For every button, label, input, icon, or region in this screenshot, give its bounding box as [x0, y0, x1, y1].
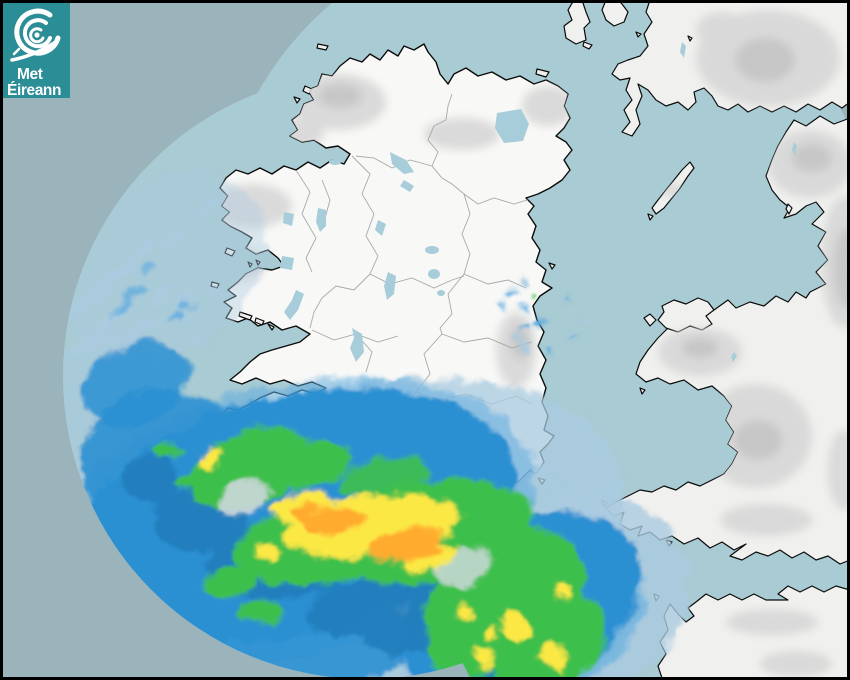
- lough-conn: [316, 208, 326, 232]
- lakes: [280, 42, 797, 362]
- lough-corrib: [284, 290, 304, 320]
- county-boundary-line: [309, 273, 371, 329]
- scottish-loch: [680, 42, 686, 58]
- logo-text-line1: Met: [17, 66, 43, 83]
- midland-lough: [425, 246, 439, 254]
- met-eireann-logo: Met Éireann: [3, 3, 70, 99]
- lough-gill: [329, 159, 341, 165]
- hurricane-spiral-icon: [10, 8, 61, 62]
- lough-derg: [350, 328, 364, 362]
- midland-lough: [428, 269, 440, 279]
- lough-cullin: [283, 212, 294, 226]
- county-boundary-line: [355, 155, 433, 169]
- lough-ree: [384, 272, 396, 300]
- midland-lough: [437, 290, 445, 296]
- radar-echo-layer-intense: [290, 504, 444, 562]
- lough-erne-upper: [400, 180, 414, 192]
- county-boundary-line: [295, 169, 317, 273]
- welsh-lake: [731, 352, 737, 362]
- county-boundary-line: [441, 333, 533, 349]
- lough-allen: [375, 220, 386, 236]
- county-boundary-line: [463, 273, 527, 289]
- county-boundary-line: [427, 93, 541, 205]
- lough-neagh: [495, 109, 529, 143]
- county-boundary-line: [461, 193, 471, 275]
- lough-mask: [280, 256, 294, 270]
- county-boundary-line: [351, 155, 379, 275]
- lough-erne-lower: [390, 152, 414, 174]
- county-boundary-line: [439, 273, 465, 335]
- logo-text-line2: Éireann: [7, 82, 61, 99]
- cumbrian-lake: [792, 142, 797, 156]
